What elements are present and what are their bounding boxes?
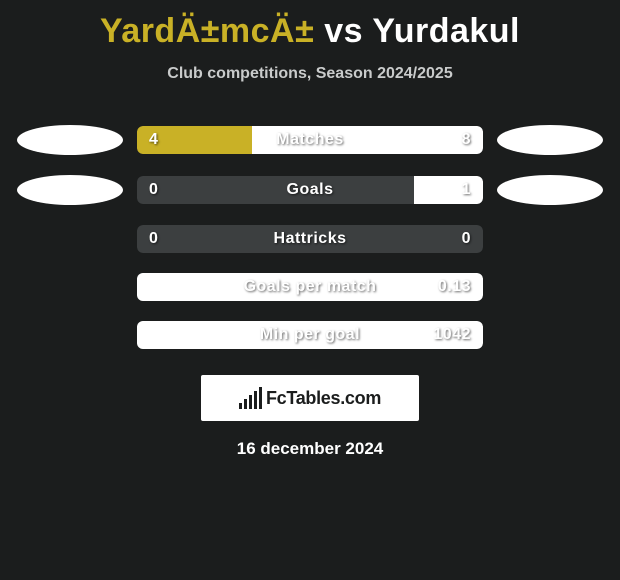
fctables-logo: FcTables.com (239, 387, 381, 409)
title-player2: Yurdakul (372, 12, 520, 50)
stat-left-value: 4 (149, 131, 158, 149)
stat-left-value: 0 (149, 181, 158, 199)
title-vs: vs (324, 12, 363, 50)
player1-avatar (17, 175, 123, 205)
stat-bar: Min per goal 1042 (137, 321, 483, 349)
player2-avatar (497, 125, 603, 155)
root: YardÄ±mcÄ± vs Yurdakul Club competitions… (0, 0, 620, 459)
player2-avatar (497, 175, 603, 205)
stats-rows: 4 Matches 8 0 Goals 1 0 Hattricks 0 Goals per mat… (0, 83, 620, 349)
date-label: 16 december 2024 (237, 439, 384, 459)
stat-row: 0 Hattricks 0 (0, 225, 620, 253)
stat-bar: 4 Matches 8 (137, 126, 483, 154)
stat-row: 0 Goals 1 (0, 175, 620, 205)
stat-label: Matches (276, 131, 344, 149)
stat-label: Goals per match (244, 278, 377, 296)
stat-bar: 0 Goals 1 (137, 176, 483, 204)
stat-right-value: 8 (462, 131, 471, 149)
stat-right-value: 1042 (433, 326, 471, 344)
stat-label: Hattricks (274, 230, 347, 248)
stat-right-value: 0.13 (438, 278, 471, 296)
stat-row: Min per goal 1042 (0, 321, 620, 349)
title-player1: YardÄ±mcÄ± (100, 12, 314, 50)
player1-avatar (17, 125, 123, 155)
logo-text: FcTables.com (266, 388, 381, 409)
stat-bar: 0 Hattricks 0 (137, 225, 483, 253)
stat-right-value: 0 (462, 230, 471, 248)
stat-label: Goals (287, 181, 334, 199)
stat-left-value: 0 (149, 230, 158, 248)
stat-bar: Goals per match 0.13 (137, 273, 483, 301)
stat-row: Goals per match 0.13 (0, 273, 620, 301)
logo-box: FcTables.com (201, 375, 419, 421)
stat-row: 4 Matches 8 (0, 125, 620, 155)
logo-bars-icon (239, 387, 262, 409)
stat-right-value: 1 (462, 181, 471, 199)
page-title: YardÄ±mcÄ± vs Yurdakul (100, 12, 520, 51)
subtitle: Club competitions, Season 2024/2025 (167, 65, 452, 83)
stat-label: Min per goal (260, 326, 360, 344)
